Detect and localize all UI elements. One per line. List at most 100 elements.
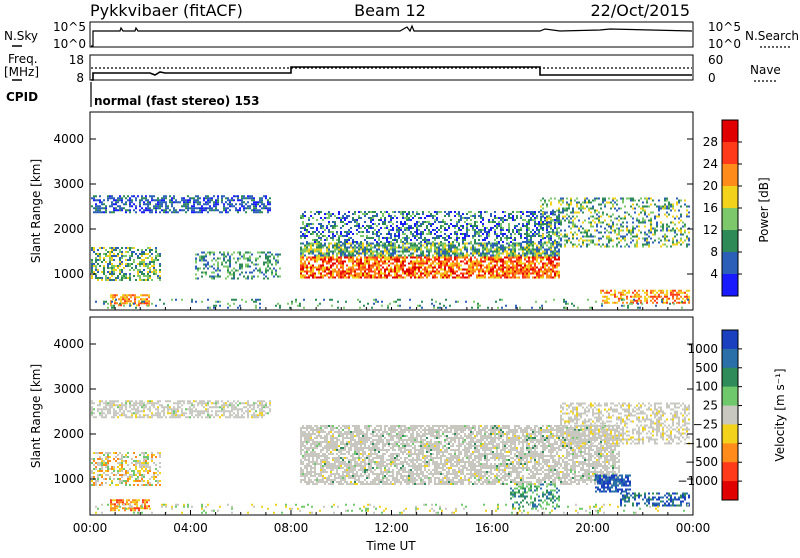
power-cell — [310, 245, 312, 247]
power-cell — [410, 257, 412, 259]
power-cell — [328, 247, 330, 249]
power-cell — [101, 261, 103, 263]
power-cell — [444, 223, 446, 225]
power-cell — [436, 253, 438, 255]
power-cell — [302, 265, 304, 267]
power-cell — [141, 249, 143, 251]
power-cell — [638, 238, 640, 240]
power-cell — [358, 227, 360, 229]
power-cell — [358, 255, 360, 257]
power-cell — [484, 271, 486, 273]
power-cell — [389, 303, 391, 305]
power-cell — [452, 263, 454, 265]
power-cell — [119, 249, 121, 251]
power-cell — [414, 245, 416, 247]
power-cell — [526, 253, 528, 255]
power-cell — [215, 305, 217, 307]
power-cell — [324, 271, 326, 273]
power-cell — [672, 216, 674, 218]
velocity-cell — [129, 416, 131, 418]
power-cell — [428, 241, 430, 243]
power-cell — [664, 236, 666, 238]
power-cell — [207, 307, 209, 309]
power-cell — [157, 255, 159, 257]
power-cell — [486, 247, 488, 249]
power-cell — [235, 299, 237, 301]
velocity-cell — [137, 402, 139, 404]
power-cell — [99, 211, 101, 213]
velocity-cell — [105, 414, 107, 416]
power-cell — [628, 232, 630, 234]
power-cell — [304, 247, 306, 249]
power-cell — [107, 303, 109, 305]
velocity-cell — [91, 412, 93, 414]
power-cell — [406, 241, 408, 243]
power-cell — [446, 245, 448, 247]
power-cell — [91, 269, 93, 271]
power-cell — [484, 257, 486, 259]
power-cell — [640, 300, 642, 302]
velocity-cell — [99, 400, 101, 402]
power-cell — [354, 249, 356, 251]
power-cell — [143, 211, 145, 213]
power-cell — [147, 253, 149, 255]
power-cell — [169, 199, 171, 201]
power-cell — [306, 265, 308, 267]
power-cell — [490, 261, 492, 263]
power-cell — [472, 267, 474, 269]
power-cell — [151, 259, 153, 261]
power-cell — [444, 267, 446, 269]
power-cell — [454, 263, 456, 265]
power-cell — [310, 249, 312, 251]
velocity-cell — [115, 414, 117, 416]
power-cell — [195, 301, 197, 303]
power-cell — [468, 217, 470, 219]
power-cell — [134, 300, 136, 302]
power-cell — [500, 269, 502, 271]
power-cell — [398, 265, 400, 267]
power-cell — [366, 249, 368, 251]
power-cell — [444, 253, 446, 255]
power-cell — [227, 211, 229, 213]
power-cell — [450, 255, 452, 257]
power-cell — [312, 253, 314, 255]
power-cell — [426, 233, 428, 235]
power-cell — [644, 222, 646, 224]
power-cell — [320, 267, 322, 269]
power-cell — [314, 255, 316, 257]
power-cell — [332, 247, 334, 249]
power-cell — [482, 219, 484, 221]
velocity-cell — [149, 402, 151, 404]
power-cell — [259, 307, 261, 309]
velocity-cell — [99, 412, 101, 414]
power-cell — [514, 253, 516, 255]
power-cell — [332, 221, 334, 223]
power-cell — [464, 273, 466, 275]
power-cell — [135, 207, 137, 209]
power-cell — [312, 231, 314, 233]
power-cell — [532, 247, 534, 249]
power-cell — [612, 198, 614, 200]
power-cell — [502, 269, 504, 271]
power-cell — [148, 294, 150, 296]
power-cell — [302, 217, 304, 219]
power-cell — [470, 269, 472, 271]
power-cell — [446, 253, 448, 255]
power-cell — [338, 247, 340, 249]
power-cell — [155, 211, 157, 213]
power-cell — [358, 273, 360, 275]
power-cell — [494, 275, 496, 277]
velocity-cell — [117, 406, 119, 408]
power-cell — [245, 207, 247, 209]
power-cell — [141, 253, 143, 255]
velocity-cell — [131, 404, 133, 406]
power-cell — [372, 257, 374, 259]
power-cell — [370, 243, 372, 245]
power-cell — [95, 195, 97, 197]
power-cell — [213, 252, 215, 254]
power-cell — [370, 275, 372, 277]
power-cell — [402, 233, 404, 235]
power-cell — [362, 265, 364, 267]
power-cell — [217, 270, 219, 272]
power-cell — [416, 229, 418, 231]
